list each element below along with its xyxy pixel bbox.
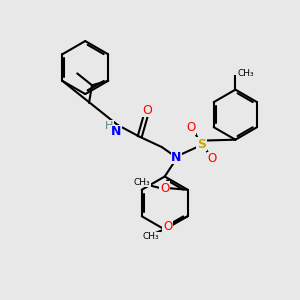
Text: O: O (142, 104, 152, 117)
Text: S: S (197, 138, 206, 151)
Text: O: O (163, 220, 172, 233)
Text: O: O (160, 182, 169, 195)
Text: N: N (111, 125, 121, 138)
Text: CH₃: CH₃ (142, 232, 159, 242)
Text: CH₃: CH₃ (237, 69, 254, 78)
Text: O: O (207, 152, 217, 165)
Text: N: N (171, 151, 182, 164)
Text: O: O (187, 122, 196, 134)
Text: CH₃: CH₃ (134, 178, 150, 187)
Text: H: H (105, 121, 114, 131)
